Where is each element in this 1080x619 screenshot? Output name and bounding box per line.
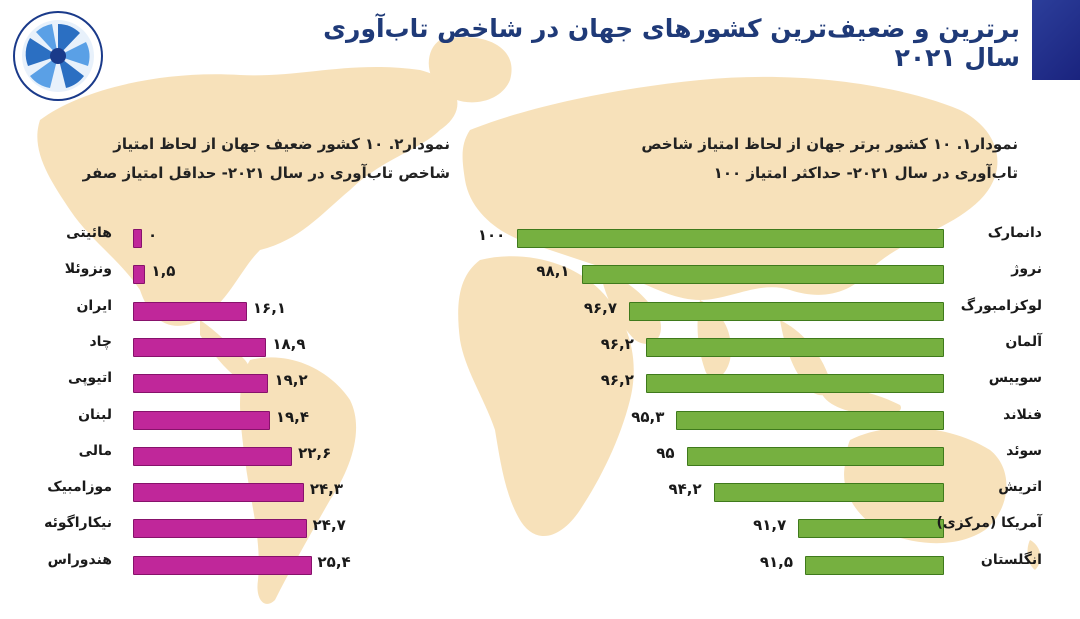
bottom-country-label-1: ونزوئلا bbox=[64, 261, 112, 278]
bottom-bar-4 bbox=[133, 374, 269, 394]
top-value-label-4: ۹۶,۲ bbox=[600, 371, 634, 390]
top-country-label-9: انگلستان bbox=[980, 551, 1042, 568]
bottom-bar-3 bbox=[133, 337, 267, 357]
bottom-bar-2 bbox=[133, 301, 247, 321]
top-bar-4 bbox=[645, 374, 944, 394]
top-bar-8 bbox=[798, 519, 944, 539]
top-value-label-7: ۹۴,۲ bbox=[668, 480, 702, 499]
bottom-country-label-6: مالی bbox=[78, 442, 112, 459]
top-bar-7 bbox=[713, 483, 944, 503]
bottom-value-label-7: ۲۴,۳ bbox=[309, 480, 344, 499]
corner-banner bbox=[1032, 0, 1080, 80]
bottom-country-label-8: نیکاراگوئه bbox=[44, 515, 112, 532]
bottom-country-label-0: هائیتی bbox=[66, 225, 112, 241]
top-country-label-0: دانمارک bbox=[987, 225, 1042, 241]
bottom-value-label-3: ۱۸,۹ bbox=[272, 334, 306, 353]
top-bar-6 bbox=[686, 446, 944, 466]
bottom-country-label-2: ایران bbox=[76, 297, 112, 314]
bottom-value-label-8: ۲۴,۷ bbox=[312, 516, 346, 535]
top-value-label-2: ۹۶,۷ bbox=[583, 298, 617, 317]
bottom-country-label-7: موزامبیک bbox=[47, 479, 112, 496]
bottom-bar-7 bbox=[133, 483, 304, 503]
bottom-value-label-6: ۲۲,۶ bbox=[298, 443, 332, 462]
bottom-bar-8 bbox=[133, 519, 307, 539]
top-bar-9 bbox=[805, 555, 944, 575]
top-value-label-9: ۹۱,۵ bbox=[759, 552, 793, 571]
bottom-country-label-3: چاد bbox=[89, 333, 112, 350]
bottom-value-label-0: ۰ bbox=[148, 226, 158, 244]
bottom-bar-1 bbox=[133, 265, 146, 285]
top-country-label-3: آلمان bbox=[1005, 333, 1042, 350]
top-value-label-3: ۹۶,۲ bbox=[600, 334, 634, 353]
bottom-country-label-9: هندوراس bbox=[47, 551, 112, 568]
top-value-label-5: ۹۵,۳ bbox=[631, 407, 665, 426]
top-bar-0 bbox=[517, 229, 944, 248]
bottom-value-label-9: ۲۵,۴ bbox=[317, 552, 351, 571]
top-country-label-1: نروژ bbox=[1011, 261, 1042, 278]
top-value-label-1: ۹۸,۱ bbox=[536, 262, 570, 281]
top-bar-5 bbox=[676, 410, 944, 430]
bottom-bar-5 bbox=[133, 410, 270, 430]
bottom-value-label-2: ۱۶,۱ bbox=[252, 298, 287, 317]
bottom-bar-9 bbox=[133, 555, 312, 575]
bottom-value-label-1: ۱,۵ bbox=[151, 262, 176, 281]
top-country-label-6: سوئد bbox=[1006, 442, 1042, 459]
bottom-bar-0 bbox=[133, 229, 142, 248]
top-value-label-6: ۹۵ bbox=[656, 443, 675, 462]
top-country-label-7: اتریش bbox=[998, 479, 1042, 496]
chamber-logo-icon bbox=[13, 11, 103, 101]
top-bar-2 bbox=[628, 301, 944, 321]
bottom-value-label-4: ۱۹,۲ bbox=[274, 371, 308, 390]
top-country-label-4: سوییس bbox=[988, 370, 1042, 387]
top-value-label-8: ۹۱,۷ bbox=[753, 516, 787, 535]
page-title: برترین و ضعیف‌ترین کشورهای جهان در شاخص … bbox=[323, 14, 1020, 72]
top-chart-title: نمودار۱. ۱۰ کشور برتر جهان از لحاظ امتیا… bbox=[641, 135, 1018, 182]
top-bar-1 bbox=[581, 265, 944, 285]
top-country-label-8: آمریکا (مرکزی) bbox=[936, 515, 1042, 532]
bottom-value-label-5: ۱۹,۴ bbox=[275, 407, 309, 426]
bottom-bar-6 bbox=[133, 446, 293, 466]
top-bar-3 bbox=[645, 337, 944, 357]
top-country-label-2: لوکزامبورگ bbox=[960, 297, 1042, 314]
top-country-label-5: فنلاند bbox=[1003, 406, 1042, 423]
top-value-label-0: ۱۰۰ bbox=[477, 226, 506, 244]
bottom-country-label-4: اتیوپی bbox=[68, 370, 112, 387]
bottom-chart-title: نمودار۲. ۱۰ کشور ضعیف جهان از لحاظ امتیا… bbox=[82, 135, 450, 182]
bottom-country-label-5: لبنان bbox=[78, 406, 112, 423]
